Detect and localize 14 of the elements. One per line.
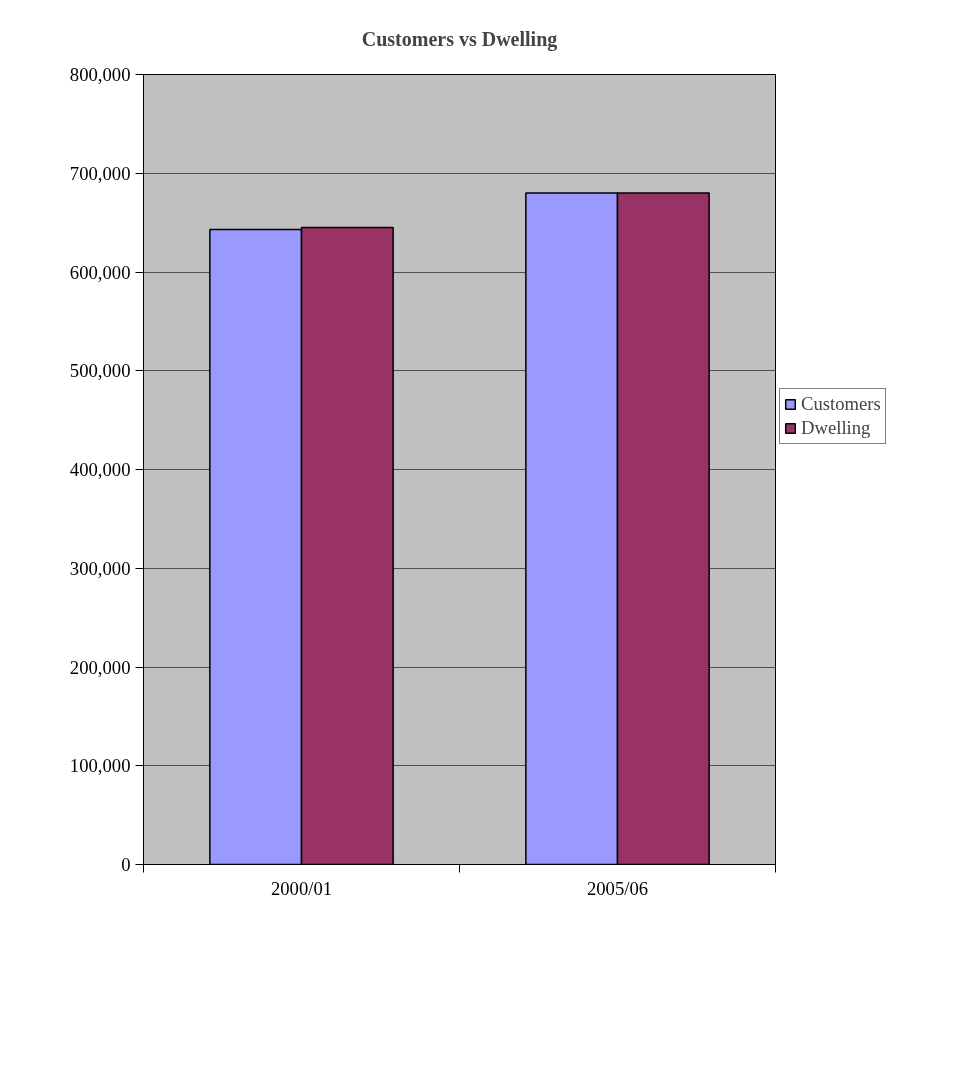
y-tick-label: 200,000 [69, 656, 131, 678]
y-tick-label: 500,000 [69, 360, 131, 382]
y-tick-label: 0 [121, 854, 131, 875]
chart-title: Customers vs Dwelling [361, 27, 558, 51]
x-tick-label: 2005/06 [586, 877, 649, 899]
y-tick-label: 600,000 [69, 261, 131, 283]
y-tick-label: 300,000 [69, 557, 131, 579]
y-tick-label: 100,000 [69, 755, 131, 777]
y-tick-label: 700,000 [69, 162, 131, 184]
x-tick-label: 2000/01 [270, 877, 333, 899]
y-tick-label: 800,000 [69, 64, 131, 85]
legend-label: Dwelling [801, 417, 871, 439]
y-tick-label: 400,000 [69, 459, 131, 480]
legend-label: Customers [801, 393, 881, 415]
